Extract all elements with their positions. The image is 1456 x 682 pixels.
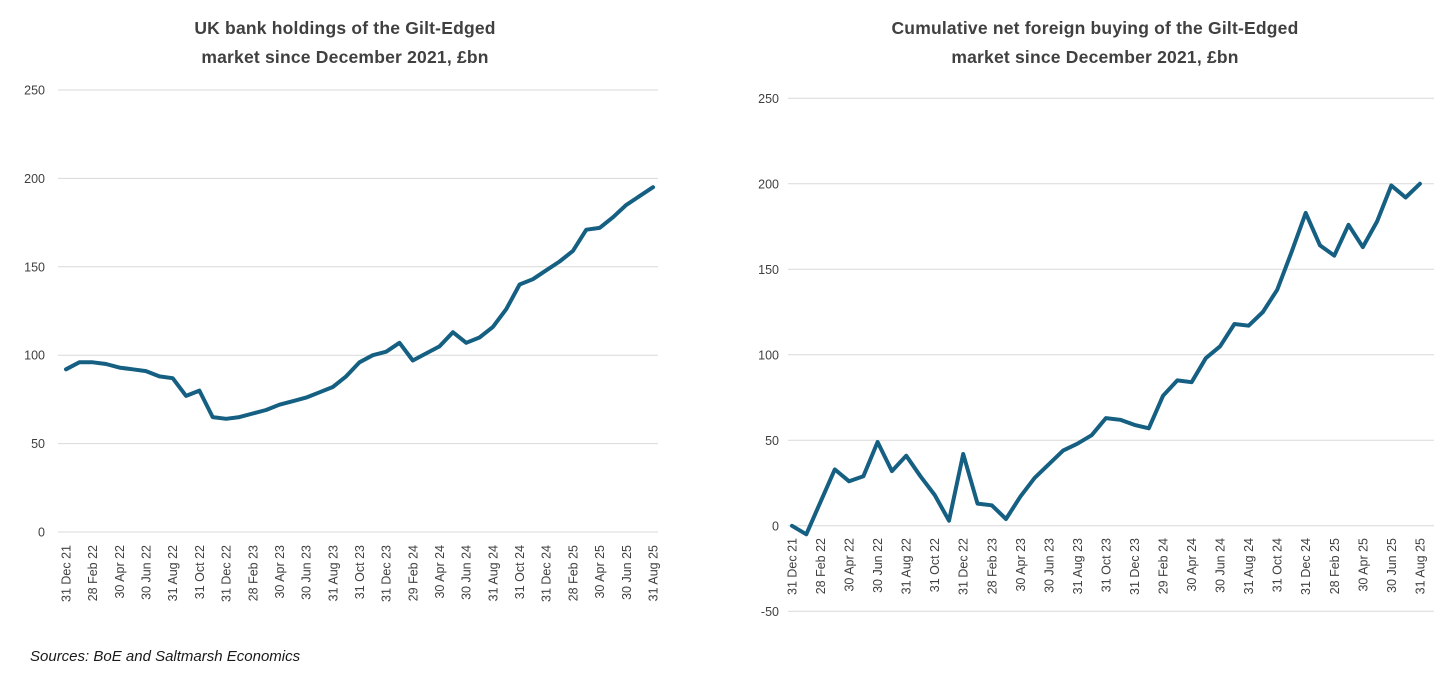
right-x-tick-label-5: 31 Oct 22 <box>928 538 942 592</box>
left-x-tick-label-6: 31 Dec 22 <box>220 545 234 602</box>
right-x-tick-label-6: 31 Dec 22 <box>957 538 971 595</box>
right-x-tick-label-8: 30 Apr 23 <box>1014 538 1028 592</box>
left-x-tick-label-17: 31 Oct 24 <box>513 545 527 599</box>
left-y-tick-label-100: 100 <box>24 349 45 363</box>
left-x-tick-label-11: 31 Oct 23 <box>353 545 367 599</box>
left-data-line <box>64 185 655 421</box>
left-x-tick-label-12: 31 Dec 23 <box>380 545 394 602</box>
left-chart-title-line2: market since December 2021, £bn <box>201 47 489 67</box>
left-chart-title: UK bank holdings of the Gilt-Edged marke… <box>75 14 615 72</box>
right-chart-title: Cumulative net foreign buying of the Gil… <box>790 14 1400 72</box>
right-x-tick-label-18: 31 Dec 24 <box>1299 538 1313 595</box>
left-y-tick-label-250: 250 <box>24 84 45 98</box>
left-x-tick-label-20: 30 Apr 25 <box>593 545 607 599</box>
left-x-tick-label-0: 31 Dec 21 <box>60 545 74 602</box>
left-y-tick-label-0: 0 <box>38 526 45 540</box>
left-x-tick-label-18: 31 Dec 24 <box>540 545 554 602</box>
right-x-tick-label-12: 31 Dec 23 <box>1128 538 1142 595</box>
right-x-tick-label-15: 30 Jun 24 <box>1214 538 1228 593</box>
right-x-tick-label-3: 30 Jun 22 <box>871 538 885 593</box>
right-x-tick-label-9: 30 Jun 23 <box>1042 538 1056 593</box>
right-x-tick-label-13: 29 Feb 24 <box>1157 538 1171 594</box>
right-y-tick-label-150: 150 <box>758 263 779 277</box>
right-x-tick-label-1: 28 Feb 22 <box>814 538 828 594</box>
right-x-tick-label-4: 31 Aug 22 <box>900 538 914 594</box>
right-x-tick-label-19: 28 Feb 25 <box>1328 538 1342 594</box>
left-x-tick-label-8: 30 Apr 23 <box>273 545 287 599</box>
left-x-tick-label-21: 30 Jun 25 <box>620 545 634 600</box>
right-x-tick-label-21: 30 Jun 25 <box>1385 538 1399 593</box>
left-x-tick-label-16: 31 Aug 24 <box>486 545 500 601</box>
left-y-tick-label-200: 200 <box>24 172 45 186</box>
left-x-tick-label-15: 30 Jun 24 <box>460 545 474 600</box>
right-x-tick-label-20: 30 Apr 25 <box>1356 538 1370 592</box>
right-x-tick-label-11: 31 Oct 23 <box>1099 538 1113 592</box>
left-x-tick-label-22: 31 Aug 25 <box>646 545 660 601</box>
right-chart-title-line1: Cumulative net foreign buying of the Gil… <box>891 18 1299 38</box>
right-chart-title-line2: market since December 2021, £bn <box>951 47 1239 67</box>
left-x-tick-label-3: 30 Jun 22 <box>140 545 154 600</box>
left-x-tick-label-10: 31 Aug 23 <box>326 545 340 601</box>
right-x-tick-label-10: 31 Aug 23 <box>1071 538 1085 594</box>
left-x-tick-label-7: 28 Feb 23 <box>246 545 260 601</box>
right-x-tick-label-22: 31 Aug 25 <box>1413 538 1427 594</box>
left-x-tick-label-13: 29 Feb 24 <box>406 545 420 601</box>
right-y-tick-label-200: 200 <box>758 177 779 191</box>
left-chart-title-line1: UK bank holdings of the Gilt-Edged <box>194 18 496 38</box>
left-x-tick-label-5: 31 Oct 22 <box>193 545 207 599</box>
right-x-tick-label-2: 30 Apr 22 <box>843 538 857 592</box>
left-x-tick-label-9: 30 Jun 23 <box>300 545 314 600</box>
left-y-tick-label-150: 150 <box>24 260 45 274</box>
left-x-tick-label-2: 30 Apr 22 <box>113 545 127 599</box>
right-y-tick-label-100: 100 <box>758 348 779 362</box>
right-x-tick-label-16: 31 Aug 24 <box>1242 538 1256 594</box>
left-x-tick-label-1: 28 Feb 22 <box>86 545 100 601</box>
source-note: Sources: BoE and Saltmarsh Economics <box>30 648 301 665</box>
right-data-line <box>790 181 1422 537</box>
right-y-tick-label-50: 50 <box>765 434 779 448</box>
left-y-tick-label-50: 50 <box>31 437 45 451</box>
right-x-tick-label-0: 31 Dec 21 <box>786 538 800 595</box>
left-x-tick-label-14: 30 Apr 24 <box>433 545 447 599</box>
right-y-tick-label--50: -50 <box>761 605 779 619</box>
right-x-tick-label-17: 31 Oct 24 <box>1271 538 1285 592</box>
right-x-tick-label-14: 30 Apr 24 <box>1185 538 1199 592</box>
left-x-tick-label-19: 28 Feb 25 <box>566 545 580 601</box>
right-x-tick-label-7: 28 Feb 23 <box>985 538 999 594</box>
left-x-tick-label-4: 31 Aug 22 <box>166 545 180 601</box>
right-y-tick-label-0: 0 <box>772 519 779 533</box>
right-y-tick-label-250: 250 <box>758 92 779 106</box>
